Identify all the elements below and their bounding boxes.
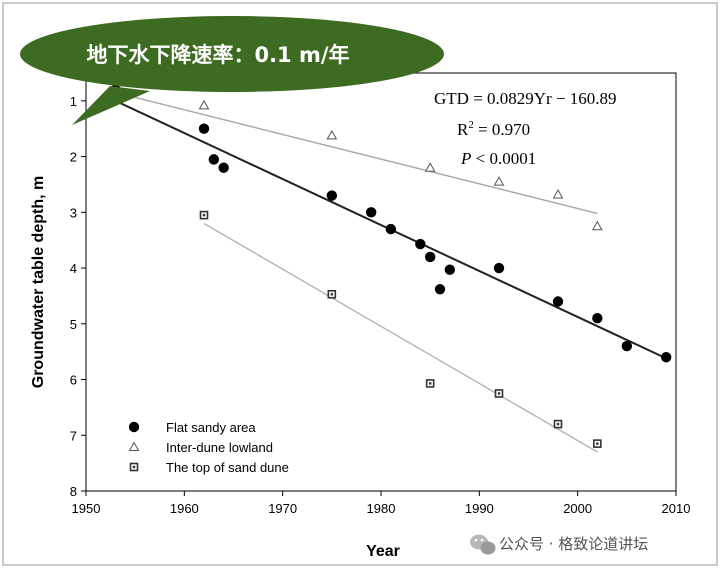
x-tick-label: 1950	[72, 501, 101, 516]
point-flat-sandy-area	[415, 238, 426, 250]
y-tick-label: 6	[70, 373, 77, 388]
point-inter-dune-lowland	[493, 176, 505, 186]
wechat-icon	[470, 534, 496, 555]
callout-shape	[72, 86, 150, 125]
y-tick-label: 8	[70, 484, 77, 499]
point-top-of-sand-dune-center	[330, 293, 334, 296]
x-tick-label: 1990	[465, 501, 494, 516]
point-flat-sandy-area	[218, 162, 229, 173]
r-squared-value: = 0.970	[474, 120, 530, 139]
x-tick-label: 1970	[268, 501, 297, 516]
p-value: P < 0.0001	[460, 149, 536, 168]
point-top-of-sand-dune-center	[596, 442, 599, 445]
point-flat-sandy-area	[592, 313, 603, 324]
point-flat-sandy-area	[444, 264, 456, 275]
point-inter-dune-lowland	[552, 188, 564, 199]
callout-text: 地下水下降速率：0.1 m/年	[86, 43, 349, 67]
x-tick-label: 2000	[563, 501, 592, 516]
point-top-of-sand-dune-center	[556, 422, 560, 426]
y-tick-label: 2	[70, 150, 77, 165]
legend-label: Inter-dune lowland	[166, 440, 273, 455]
point-top-of-sand-dune-center	[428, 382, 432, 385]
watermark-text: 公众号 · 格致论道讲坛	[499, 535, 648, 553]
p-value-text: < 0.0001	[471, 149, 536, 168]
r-squared-sup: 2	[468, 119, 474, 131]
point-flat-sandy-area	[660, 352, 672, 363]
point-flat-sandy-area	[208, 154, 220, 165]
callout-ellipse	[20, 16, 444, 92]
point-flat-sandy-area	[434, 284, 446, 295]
fit-line	[115, 91, 598, 215]
point-flat-sandy-area	[365, 207, 377, 218]
point-flat-sandy-area	[424, 251, 436, 263]
tick-labels: 1950 1960 1970 1980 1990 2000 2010 1 2 3 4 5 6 7 8	[70, 94, 691, 516]
point-inter-dune-lowland	[326, 129, 338, 140]
point-top-of-sand-dune-center	[497, 392, 501, 395]
y-tick-label: 1	[70, 94, 77, 109]
p-label: P	[460, 149, 471, 168]
point-flat-sandy-area	[621, 340, 633, 352]
point-top-of-sand-dune-center	[132, 465, 136, 469]
fit-lines	[115, 91, 667, 453]
data-points	[110, 84, 672, 448]
point-flat-sandy-area	[552, 296, 564, 307]
y-tick-label: 4	[70, 261, 77, 276]
x-tick-label: 2010	[662, 501, 691, 516]
legend-label: Flat sandy area	[166, 420, 256, 435]
fit-line	[203, 222, 598, 453]
equation-line: GTD = 0.0829Yr − 160.89	[434, 89, 617, 108]
point-flat-sandy-area	[326, 190, 338, 201]
point-flat-sandy-area	[128, 421, 140, 433]
r-squared-label: R	[457, 120, 469, 139]
point-top-of-sand-dune-center	[202, 213, 206, 217]
y-axis-label: Groundwater table depth, m	[30, 176, 47, 388]
regression-equation: GTD = 0.0829Yr − 160.89 R2 = 0.970 P < 0…	[434, 89, 617, 168]
callout-bubble: 地下水下降速率：0.1 m/年	[20, 16, 444, 125]
r-squared: R2 = 0.970	[457, 119, 530, 139]
x-axis-label: Year	[366, 543, 400, 560]
x-tick-label: 1980	[367, 501, 396, 516]
legend-label: The top of sand dune	[166, 460, 289, 475]
point-inter-dune-lowland	[424, 162, 436, 172]
y-tick-label: 3	[70, 205, 77, 220]
y-tick-label: 5	[70, 317, 77, 332]
point-inter-dune-lowland	[198, 99, 210, 110]
point-inter-dune-lowland	[591, 220, 603, 231]
point-flat-sandy-area	[493, 262, 505, 274]
x-tick-label: 1960	[170, 501, 199, 516]
point-flat-sandy-area	[385, 223, 397, 235]
watermark: 公众号 · 格致论道讲坛	[470, 534, 648, 555]
y-tick-label: 7	[70, 428, 77, 443]
legend: Flat sandy area Inter-dune lowland The top…	[128, 420, 289, 475]
point-inter-dune-lowland	[128, 441, 140, 451]
point-flat-sandy-area	[198, 123, 210, 134]
